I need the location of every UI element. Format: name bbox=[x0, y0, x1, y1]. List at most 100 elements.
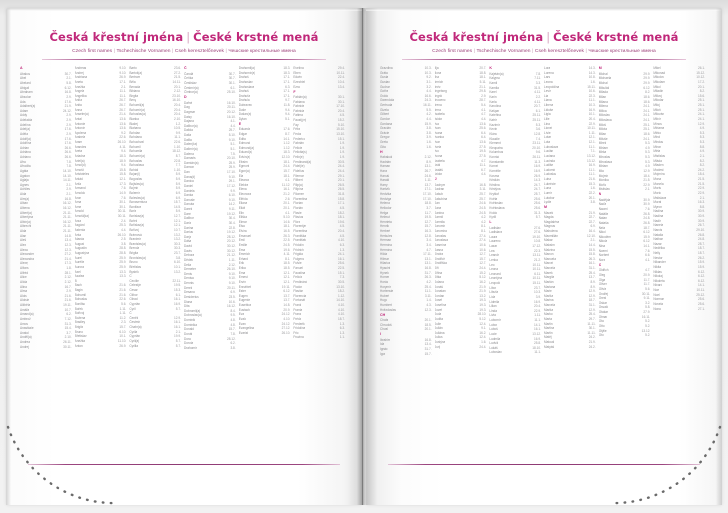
name-date: 7.6. bbox=[121, 195, 127, 200]
name-entry-row: Marek 25.4. bbox=[544, 271, 596, 276]
name-entry-row: Osvald 5.8. bbox=[599, 305, 651, 310]
name-date: 24.5. bbox=[479, 205, 487, 210]
name-label: Gregor bbox=[380, 135, 390, 140]
name-label: Lidmila bbox=[489, 299, 500, 304]
name-entry-row: Edmund(a) 1.12. bbox=[239, 146, 291, 151]
name-date: 5.12. bbox=[479, 275, 487, 280]
name-entry-row: Lotar 12.1. bbox=[544, 135, 596, 140]
name-date: 13.2. bbox=[174, 232, 182, 237]
name-date: 5.10. bbox=[338, 122, 346, 127]
name-label: Milivoj bbox=[653, 93, 662, 98]
name-entry-row: Gordana 15.9. bbox=[380, 122, 432, 127]
name-label: Emanuel bbox=[238, 233, 251, 238]
name-label: Macek bbox=[544, 210, 554, 215]
name-date: 10.11. bbox=[532, 262, 542, 267]
name-entry-row: Angelika 11.1. bbox=[75, 94, 127, 99]
name-date: 14.11. bbox=[63, 178, 72, 183]
name-date: 1.9. bbox=[339, 155, 346, 160]
subtitle-sep-3: | bbox=[225, 49, 227, 54]
name-date: 25.4. bbox=[424, 284, 432, 289]
name-label: Ondřej bbox=[598, 291, 608, 296]
name-entry-row: Edgar 8.7. bbox=[239, 132, 291, 137]
name-date: 24.7. bbox=[534, 187, 542, 192]
name-label: Bojislav(a) bbox=[129, 181, 144, 186]
name-date: 21.11. bbox=[63, 210, 72, 215]
name-date: 13.7. bbox=[283, 298, 291, 303]
name-label: Nadina bbox=[653, 209, 664, 214]
name-entry-row: Bořek 12.1. bbox=[129, 219, 181, 224]
name-date: 13.7. bbox=[283, 293, 291, 298]
name-date: 14.3. bbox=[588, 66, 596, 70]
name-label: Arnošt(ka) bbox=[74, 214, 89, 218]
name-date: 22.6. bbox=[174, 140, 182, 144]
name-label: Nivard bbox=[653, 283, 663, 288]
name-label: Marcela bbox=[544, 266, 556, 271]
name-date: 17.6. bbox=[64, 99, 72, 104]
name-label: Ludiše bbox=[544, 163, 554, 168]
name-entry-row: Miriam 4.9. bbox=[599, 164, 651, 169]
name-entry-row: Milan 18.6. bbox=[599, 132, 651, 137]
name-entry-row: Eugenie 13.7. bbox=[239, 298, 291, 303]
name-date: 11.12. bbox=[281, 182, 291, 187]
name-label: Marie bbox=[544, 289, 552, 294]
name-label: Iveta bbox=[434, 144, 442, 149]
name-label: Drahomil(a) bbox=[238, 66, 255, 70]
name-entry-row: Eliška 5.10. bbox=[239, 215, 291, 220]
name-entry-row: Andrej 9.10. bbox=[75, 71, 127, 76]
name-date: 19.12. bbox=[226, 230, 236, 235]
name-label: Ligia bbox=[544, 112, 551, 117]
name-entry-row: Birgita 23.10. bbox=[129, 94, 181, 99]
name-column: K Kajetán(a) 7.8. Kalypso 7.11. Kamil 3.3. Kami… bbox=[489, 66, 544, 356]
name-date: 24.1. bbox=[643, 108, 651, 113]
name-entry-row: Leopoldina 15.11. bbox=[544, 85, 596, 90]
name-date: 17.3. bbox=[64, 261, 72, 266]
name-date: 17.1. bbox=[283, 93, 291, 98]
name-date: 17.3. bbox=[119, 181, 127, 186]
name-date: 25.6. bbox=[698, 297, 706, 302]
name-entry-row: Fabricie 17.10. bbox=[293, 104, 345, 109]
name-entry-row: Edita 14.1. bbox=[239, 137, 291, 142]
name-entry-row: Jiřina 15.2. bbox=[435, 271, 487, 276]
name-label: Fidelius bbox=[293, 168, 305, 173]
name-date: 24.2. bbox=[588, 344, 596, 349]
name-date: 5.10. bbox=[228, 133, 236, 138]
name-date: 24.4. bbox=[338, 168, 346, 173]
name-label: Bibiana bbox=[129, 89, 140, 94]
name-entry-row: Emil 22.5. bbox=[239, 238, 291, 243]
name-date: 26.7. bbox=[424, 168, 432, 173]
name-entry-row: Drahoslav 17.1. bbox=[239, 80, 291, 85]
name-entry-row: Arna 30.1. bbox=[75, 200, 127, 205]
name-entry-row: Ingeborg 29.8. bbox=[435, 89, 487, 94]
alphabet-section-letter: H bbox=[380, 150, 432, 155]
name-entry-row: Dan 17.10. bbox=[184, 170, 236, 175]
name-entry-row: Fabiana 30.1. bbox=[293, 100, 345, 105]
name-date: 20.4. bbox=[174, 107, 182, 112]
name-label: Kateřina bbox=[489, 113, 501, 118]
name-entry-row: Jasmína 10.6. bbox=[435, 243, 487, 248]
name-label: Mikol bbox=[653, 84, 661, 89]
name-label: Nelly bbox=[653, 251, 661, 255]
name-date: 6.3. bbox=[339, 326, 346, 331]
name-date: 16.9. bbox=[588, 107, 596, 112]
page-outer-edge-left bbox=[6, 8, 11, 505]
name-date: 9.6. bbox=[535, 150, 542, 155]
name-entry-row: Libena 10.3. bbox=[544, 103, 596, 108]
name-entry-row: Elvíra 16.5. bbox=[239, 229, 291, 234]
name-entry-row: Féba 15.10. bbox=[293, 127, 345, 132]
section-letter-label: M bbox=[544, 205, 547, 210]
name-date: 31.3. bbox=[64, 321, 72, 326]
name-entry-row: Mahulena 16.4. bbox=[544, 229, 596, 234]
name-date: 18.7. bbox=[338, 316, 346, 321]
name-label: Martina bbox=[544, 326, 555, 331]
page-subtitle-right: Czech first names | Tschechische Vornamen |… bbox=[366, 48, 722, 55]
name-entry-row: Fric 1.3. bbox=[293, 331, 345, 336]
name-date: 6.1. bbox=[230, 85, 236, 90]
name-label: Josef bbox=[434, 298, 443, 303]
name-label: Kajetán(a) bbox=[489, 71, 504, 76]
name-entry-row: Izák 11.1. bbox=[435, 163, 487, 168]
name-label: Eustach bbox=[238, 307, 250, 312]
name-date: 6.4. bbox=[481, 135, 487, 140]
name-entry-row: Hartvík 17.1. bbox=[380, 187, 432, 192]
name-date: 18.6. bbox=[643, 131, 651, 136]
name-date: 7.7. bbox=[175, 163, 182, 168]
